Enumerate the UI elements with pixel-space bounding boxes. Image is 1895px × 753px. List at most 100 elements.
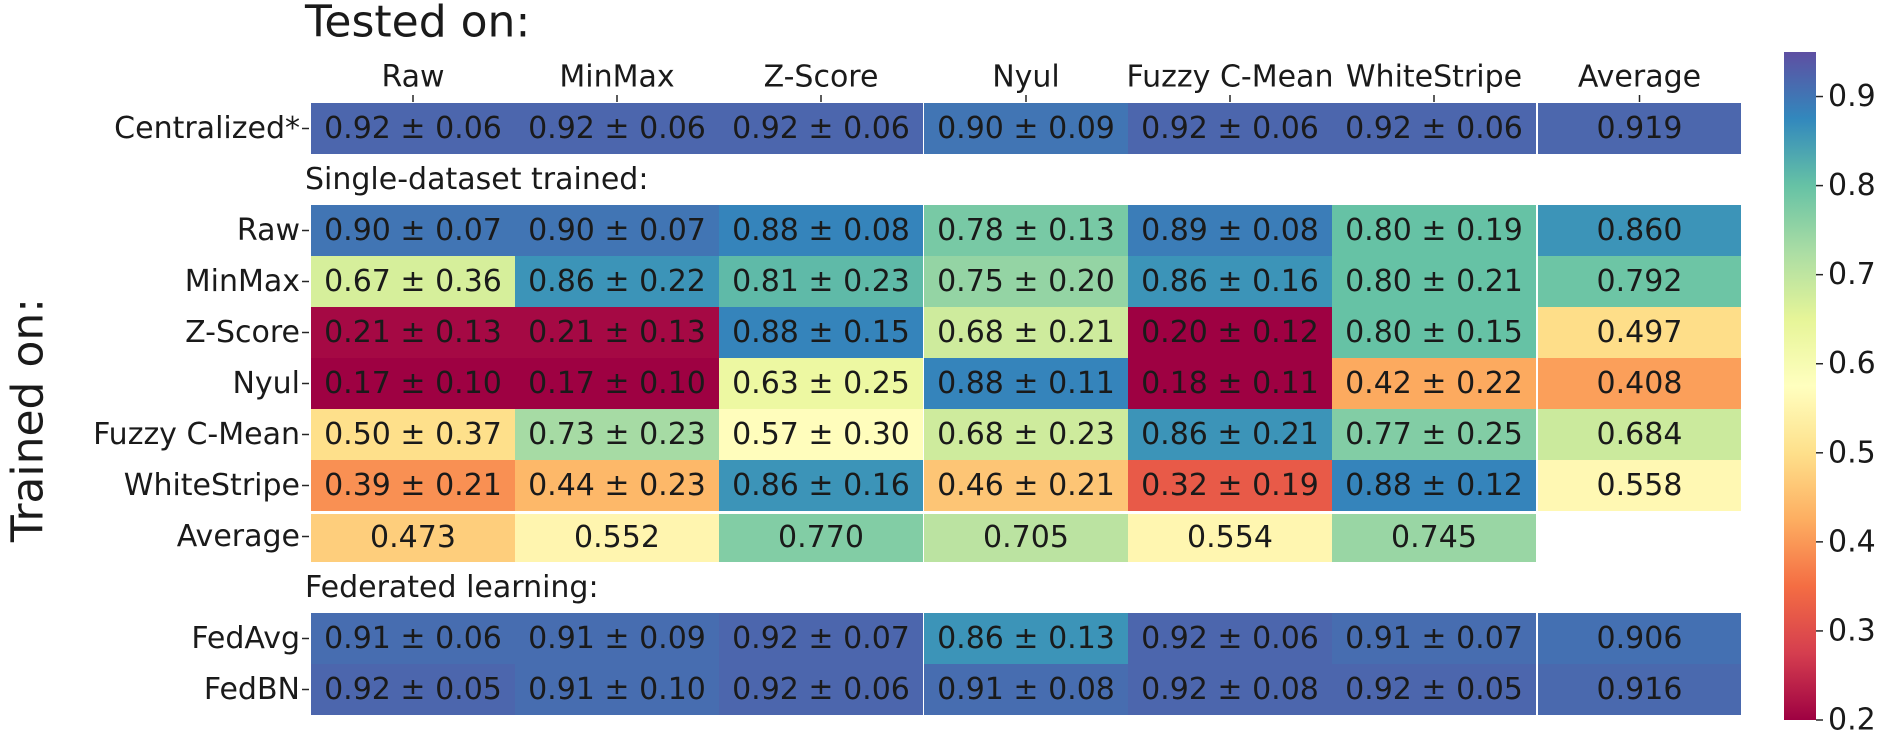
cell-label: 0.88 ± 0.08	[732, 213, 910, 248]
cell-label: 0.86 ± 0.22	[528, 264, 706, 299]
heatmap-cell	[1332, 613, 1536, 664]
row-label: FedAvg	[191, 621, 300, 656]
cell-label: 0.78 ± 0.13	[937, 213, 1115, 248]
cell-label: 0.92 ± 0.08	[1141, 672, 1319, 707]
heatmap-cell	[311, 307, 515, 358]
heatmap-cell	[719, 256, 923, 307]
row-label: Z-Score	[185, 315, 300, 350]
column-header: MinMax	[559, 60, 674, 95]
average-label: 0.860	[1597, 213, 1683, 248]
cell-label: 0.90 ± 0.07	[324, 213, 502, 248]
cell-label: 0.46 ± 0.21	[937, 468, 1115, 503]
row-label: Fuzzy C-Mean	[93, 417, 300, 452]
heatmap-cell	[515, 256, 719, 307]
average-cell	[1538, 409, 1741, 460]
column-average-label: 0.745	[1391, 520, 1477, 555]
cell-label: 0.92 ± 0.06	[1141, 111, 1319, 146]
cell-label: 0.92 ± 0.06	[732, 111, 910, 146]
average-cell	[1538, 205, 1741, 256]
heatmap-cell	[311, 409, 515, 460]
colorbar-tick-label: 0.8	[1828, 168, 1876, 203]
row-label: Average	[177, 519, 300, 554]
heatmap-cell	[1332, 409, 1536, 460]
cell-label: 0.50 ± 0.37	[324, 417, 502, 452]
colorbar-tick-label: 0.5	[1828, 435, 1876, 470]
column-average-label: 0.705	[983, 520, 1069, 555]
cell-label: 0.73 ± 0.23	[528, 417, 706, 452]
row-label: Raw	[237, 213, 300, 248]
colorbar-tick-label: 0.9	[1828, 79, 1876, 114]
heatmap-cell	[924, 103, 1128, 154]
cell-label: 0.91 ± 0.10	[528, 672, 706, 707]
heatmap-cell	[719, 460, 923, 511]
cell-label: 0.63 ± 0.25	[732, 366, 910, 401]
cell-label: 0.92 ± 0.06	[324, 111, 502, 146]
heatmap-cell	[719, 613, 923, 664]
heatmap-cell	[515, 103, 719, 154]
column-header: Average	[1578, 60, 1701, 95]
column-average-label: 0.473	[370, 520, 456, 555]
cell-label: 0.92 ± 0.06	[528, 111, 706, 146]
heatmap-cell	[515, 460, 719, 511]
heatmap-cell	[1332, 358, 1536, 409]
column-average-cell	[924, 514, 1128, 562]
heatmap-cell	[924, 307, 1128, 358]
heatmap-cell	[1332, 103, 1536, 154]
average-label: 0.497	[1597, 315, 1683, 350]
cell-label: 0.88 ± 0.15	[732, 315, 910, 350]
cell-label: 0.80 ± 0.15	[1345, 315, 1523, 350]
column-average-label: 0.554	[1187, 520, 1273, 555]
cell-label: 0.86 ± 0.13	[937, 621, 1115, 656]
chart-title: Tested on:	[304, 0, 530, 48]
cell-label: 0.39 ± 0.21	[324, 468, 502, 503]
heatmap-cell	[311, 205, 515, 256]
heatmap-cell	[719, 307, 923, 358]
average-cell	[1538, 460, 1741, 511]
heatmap-cell	[311, 613, 515, 664]
cell-label: 0.89 ± 0.08	[1141, 213, 1319, 248]
cell-label: 0.90 ± 0.09	[937, 111, 1115, 146]
cell-label: 0.92 ± 0.07	[732, 621, 910, 656]
column-average-cell	[1332, 514, 1536, 562]
cell-label: 0.21 ± 0.13	[528, 315, 706, 350]
average-cell	[1538, 307, 1741, 358]
y-axis-label: Trained on:	[3, 298, 54, 543]
cell-label: 0.44 ± 0.23	[528, 468, 706, 503]
average-label: 0.919	[1597, 111, 1683, 146]
heatmap-cell	[1128, 664, 1332, 715]
heatmap-cell	[515, 613, 719, 664]
heatmap-cell	[924, 409, 1128, 460]
cell-label: 0.86 ± 0.16	[1141, 264, 1319, 299]
heatmap-cell	[924, 460, 1128, 511]
cell-label: 0.92 ± 0.06	[732, 672, 910, 707]
heatmap-cell	[924, 613, 1128, 664]
column-header: Fuzzy C-Mean	[1127, 60, 1334, 95]
heatmap-cell	[924, 256, 1128, 307]
row-label: Nyul	[232, 366, 300, 401]
heatmap-cell	[1128, 307, 1332, 358]
average-label: 0.408	[1597, 366, 1683, 401]
group-heading: Federated learning:	[305, 570, 599, 605]
heatmap-cell	[1332, 205, 1536, 256]
column-average-cell	[719, 514, 923, 562]
heatmap-cell	[719, 205, 923, 256]
column-header: WhiteStripe	[1346, 60, 1522, 95]
cell-label: 0.80 ± 0.21	[1345, 264, 1523, 299]
colorbar-tick-label: 0.7	[1828, 257, 1876, 292]
average-label: 0.906	[1597, 621, 1683, 656]
cell-label: 0.91 ± 0.06	[324, 621, 502, 656]
heatmap-cell	[311, 358, 515, 409]
heatmap-cell	[1128, 409, 1332, 460]
heatmap-cell	[1128, 460, 1332, 511]
cell-label: 0.88 ± 0.11	[937, 366, 1115, 401]
column-average-label: 0.770	[778, 520, 864, 555]
average-cell	[1538, 664, 1741, 715]
cell-label: 0.86 ± 0.21	[1141, 417, 1319, 452]
colorbar-tick-label: 0.3	[1828, 613, 1876, 648]
average-label: 0.684	[1597, 417, 1683, 452]
heatmap-cell	[515, 409, 719, 460]
cell-label: 0.57 ± 0.30	[732, 417, 910, 452]
row-label: FedBN	[204, 672, 300, 707]
cell-label: 0.90 ± 0.07	[528, 213, 706, 248]
